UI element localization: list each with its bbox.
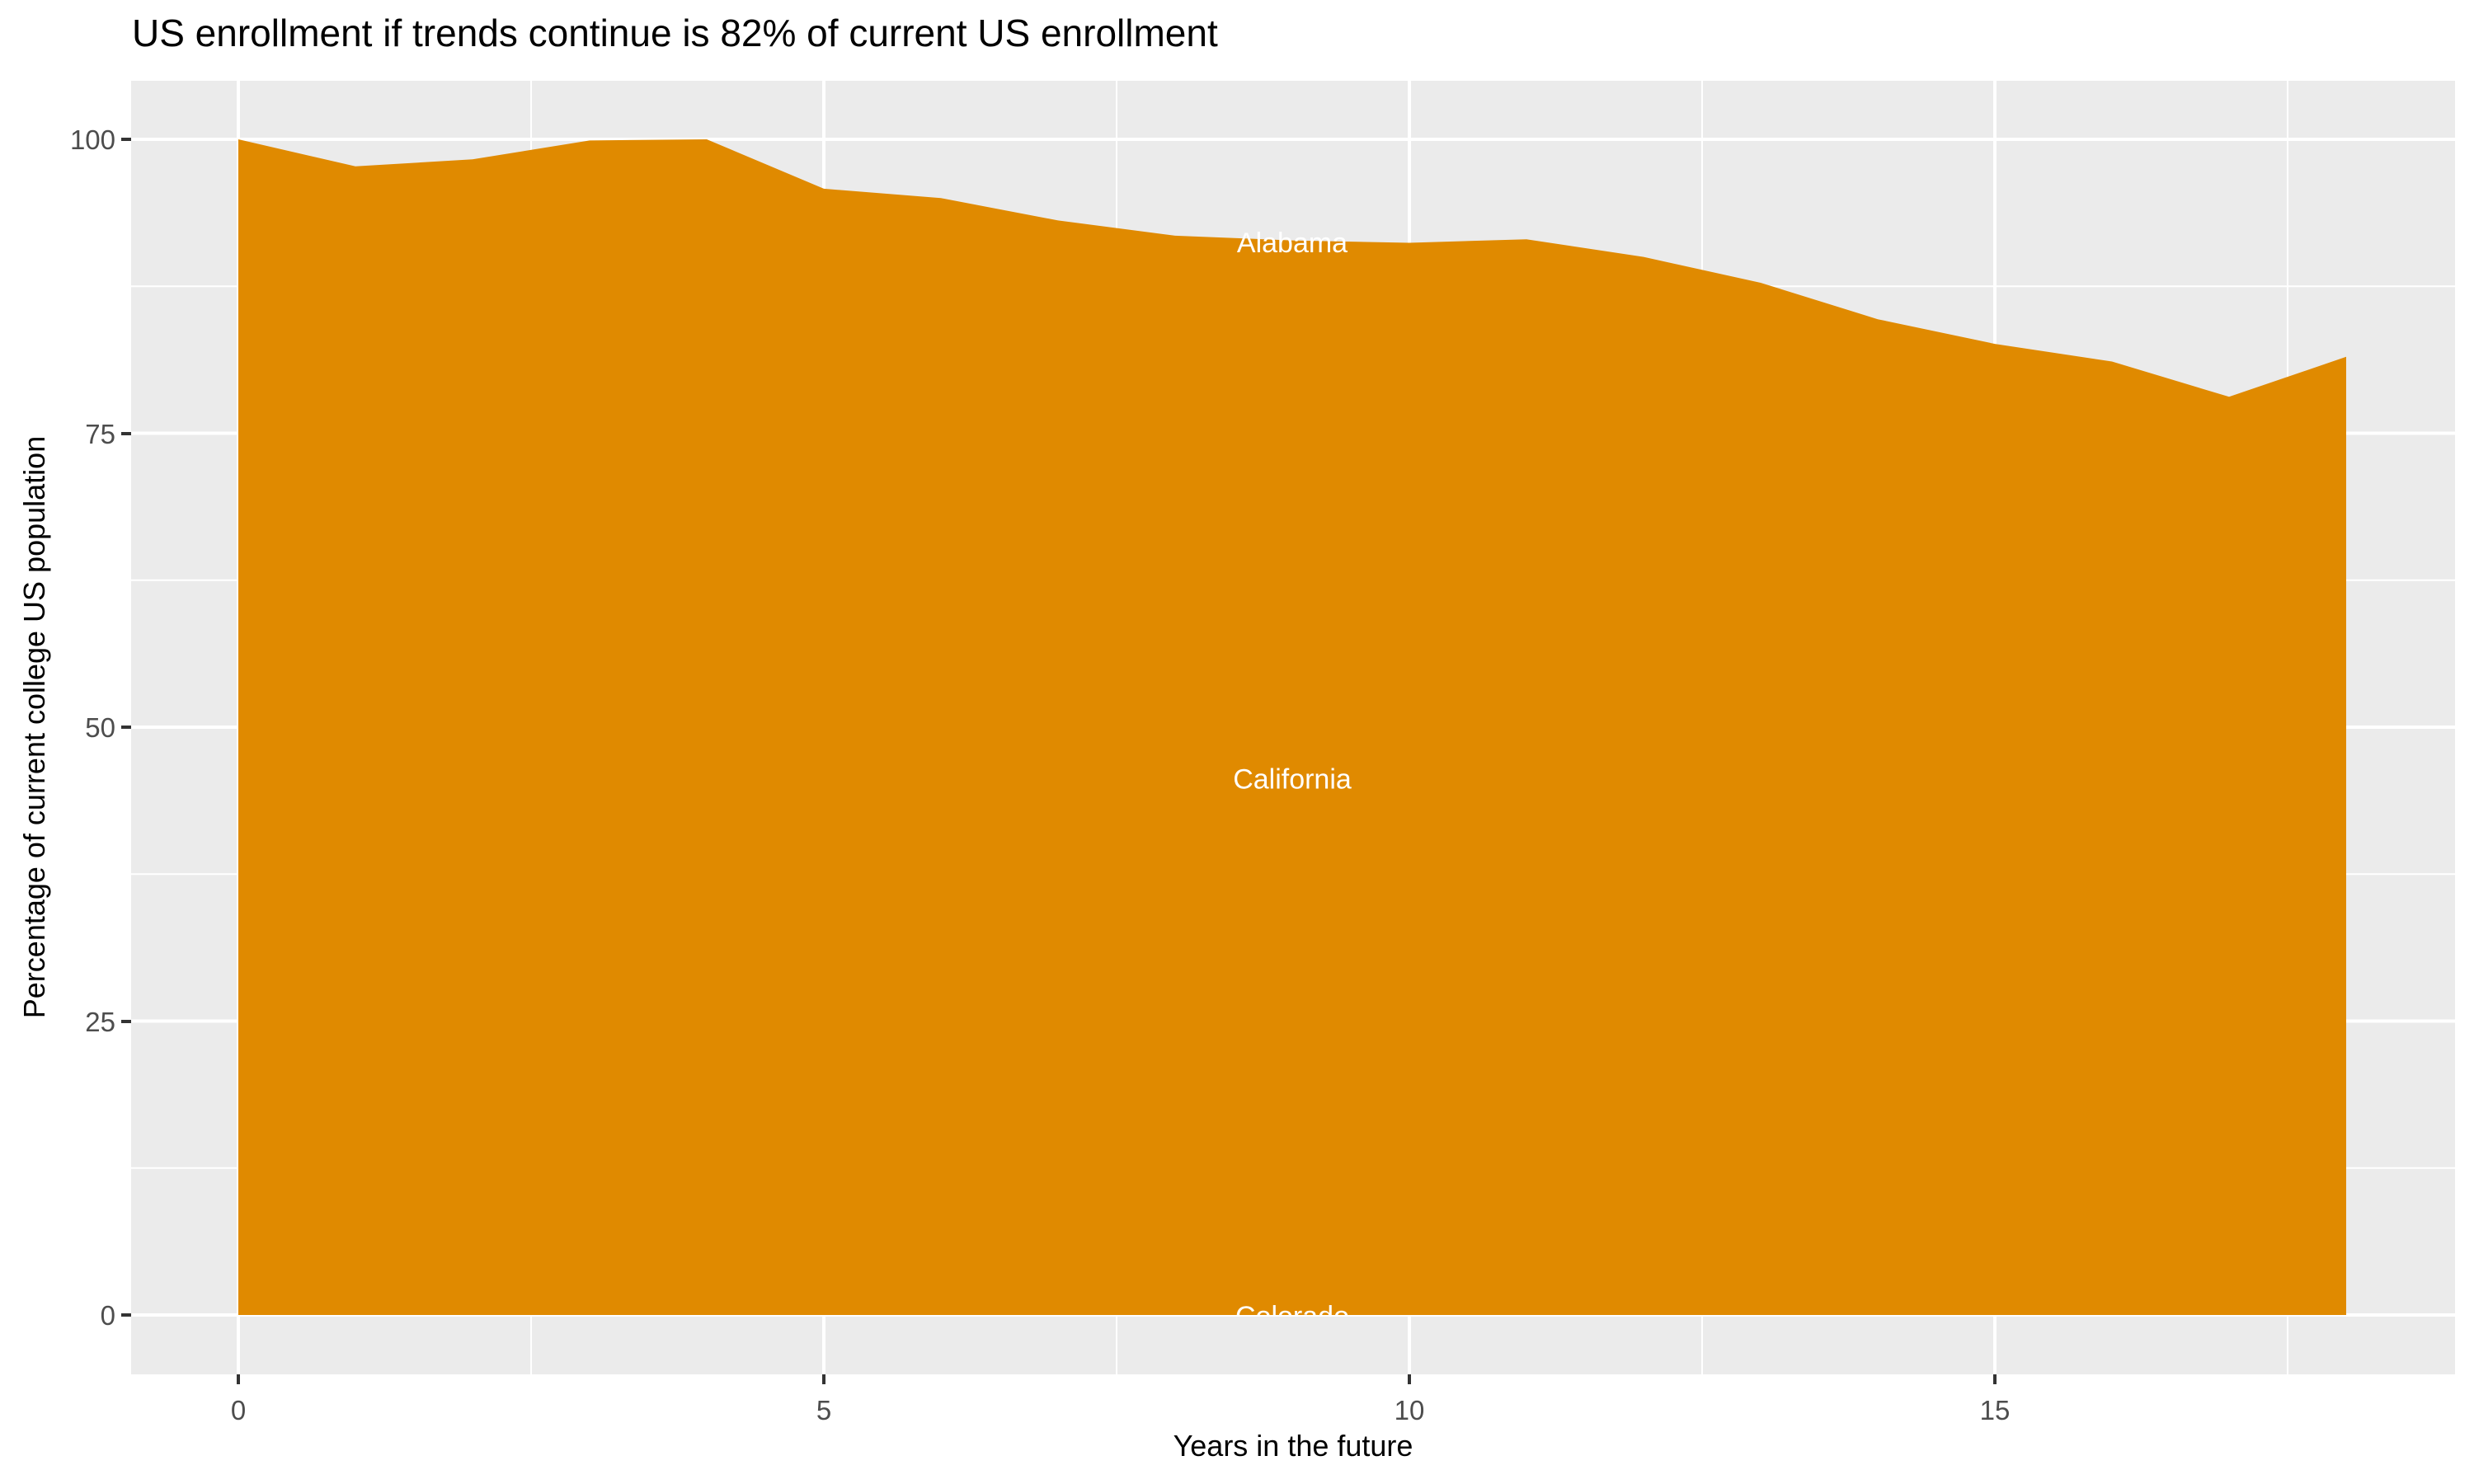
y-tick-mark [121,726,131,729]
x-tick-label: 10 [1394,1395,1425,1425]
y-tick-label: 50 [85,712,115,743]
x-tick-mark [237,1374,240,1384]
x-axis-title: Years in the future [1173,1429,1413,1463]
x-tick-mark [1993,1374,1997,1384]
y-tick-label: 25 [85,1006,115,1037]
area-label-colorado: Colorado [1235,1301,1349,1332]
x-tick-label: 15 [1979,1395,2011,1425]
x-tick-label: 0 [230,1395,247,1425]
chart-title: US enrollment if trends continue is 82% … [132,12,1218,54]
y-tick-mark [121,138,131,141]
x-tick-mark [822,1374,825,1384]
y-tick-label: 75 [85,418,115,449]
plot-panel: Alabama California Colorado [131,81,2455,1374]
x-tick-label: 5 [816,1395,832,1425]
y-tick-label: 100 [69,124,115,155]
area-label-alabama: Alabama [1237,228,1348,259]
area-label-california: California [1233,763,1352,795]
area-plot-svg: Alabama California Colorado [131,81,2455,1374]
y-tick-mark [121,1313,131,1317]
enrollment-area [238,139,2346,1315]
y-tick-label: 0 [100,1300,115,1331]
y-tick-mark [121,431,131,435]
x-tick-mark [1408,1374,1411,1384]
y-tick-mark [121,1019,131,1023]
